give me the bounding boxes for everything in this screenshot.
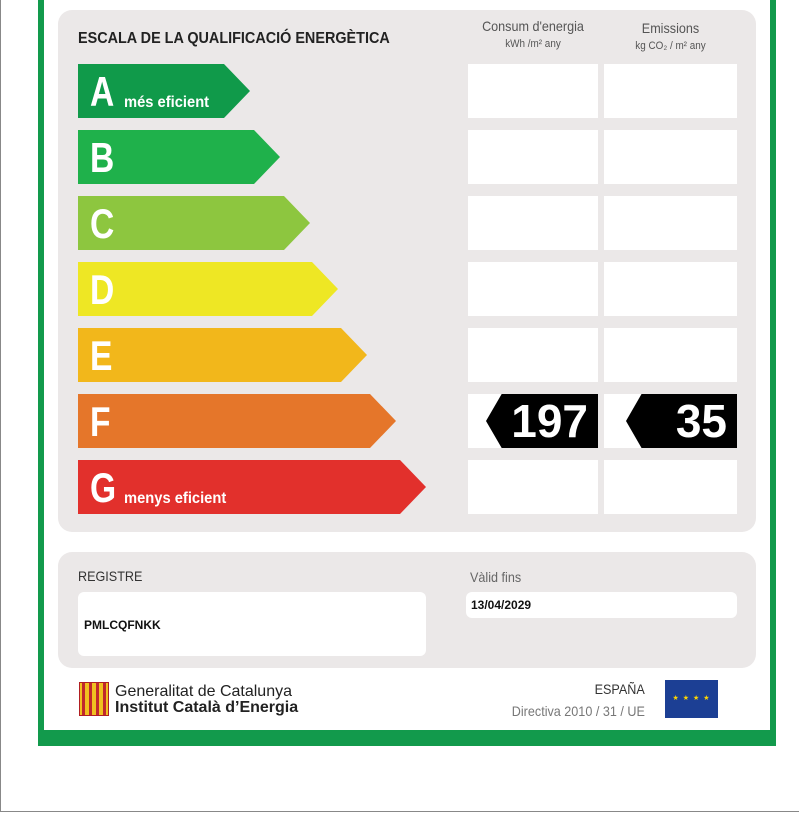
consumption-rating: 197 [486, 394, 598, 448]
scale-bar-d: D [78, 262, 338, 316]
registry-field: PMLCQFNKK [78, 592, 426, 656]
scale-letter: C [90, 200, 115, 247]
valid-field: 13/04/2029 [466, 592, 737, 618]
scale-bar-b: B [78, 130, 280, 184]
emissions-cell [604, 328, 737, 382]
eu-flag-icon: ★ ★ ★ ★ [665, 680, 718, 718]
scale-row-b: B [78, 130, 738, 184]
scale-letter: D [90, 266, 115, 313]
emissions-cell [604, 64, 737, 118]
scale-letter: F [90, 398, 111, 445]
scale-row-d: D [78, 262, 738, 316]
consumption-cell [468, 328, 598, 382]
scale-row-c: C [78, 196, 738, 250]
scale-letter: E [90, 332, 113, 379]
consumption-cell [468, 262, 598, 316]
consumption-header: Consum d'energia kWh /m² any [475, 18, 592, 50]
scale-sublabel: menys eficient [124, 490, 227, 507]
consumption-title: Consum d'energia [482, 18, 584, 34]
valid-label: Vàlid fins [470, 569, 522, 585]
registry-value: PMLCQFNKK [84, 618, 161, 632]
scale-sublabel: més eficient [124, 94, 210, 111]
country: ESPAÑA [594, 681, 645, 697]
scale-letter: G [90, 464, 117, 511]
emissions-cell [604, 460, 737, 514]
emissions-unit: kg CO₂ / m² any [635, 40, 706, 52]
emissions-cell [604, 262, 737, 316]
consumption-cell [468, 460, 598, 514]
emissions-header: Emissions kg CO₂ / m² any [611, 20, 731, 52]
directive: Directiva 2010 / 31 / UE [511, 703, 645, 719]
emissions-rating: 35 [626, 394, 737, 448]
generalitat-logo-icon [79, 682, 109, 716]
consumption-cell [468, 64, 598, 118]
emissions-cell [604, 130, 737, 184]
scale-row-f: F 197 35 [78, 394, 738, 448]
consumption-cell [468, 196, 598, 250]
scale-bar-e: E [78, 328, 367, 382]
scale-letter: A [90, 68, 115, 115]
valid-value: 13/04/2029 [471, 598, 532, 612]
emissions-title: Emissions [641, 20, 700, 36]
institute-name: Institut Català d’Energia [115, 699, 299, 716]
scale-row-e: E [78, 328, 738, 382]
consumption-unit: kWh /m² any [505, 38, 561, 50]
emissions-cell [604, 196, 737, 250]
scale-bar-c: C [78, 196, 310, 250]
org-name: Generalitat de Catalunya [115, 683, 292, 700]
consumption-cell [468, 130, 598, 184]
scale-bar-f: F [78, 394, 396, 448]
scale-title: ESCALA DE LA QUALIFICACIÓ ENERGÈTICA [78, 30, 390, 47]
registry-label: REGISTRE [78, 568, 143, 584]
scale-letter: B [90, 134, 115, 181]
